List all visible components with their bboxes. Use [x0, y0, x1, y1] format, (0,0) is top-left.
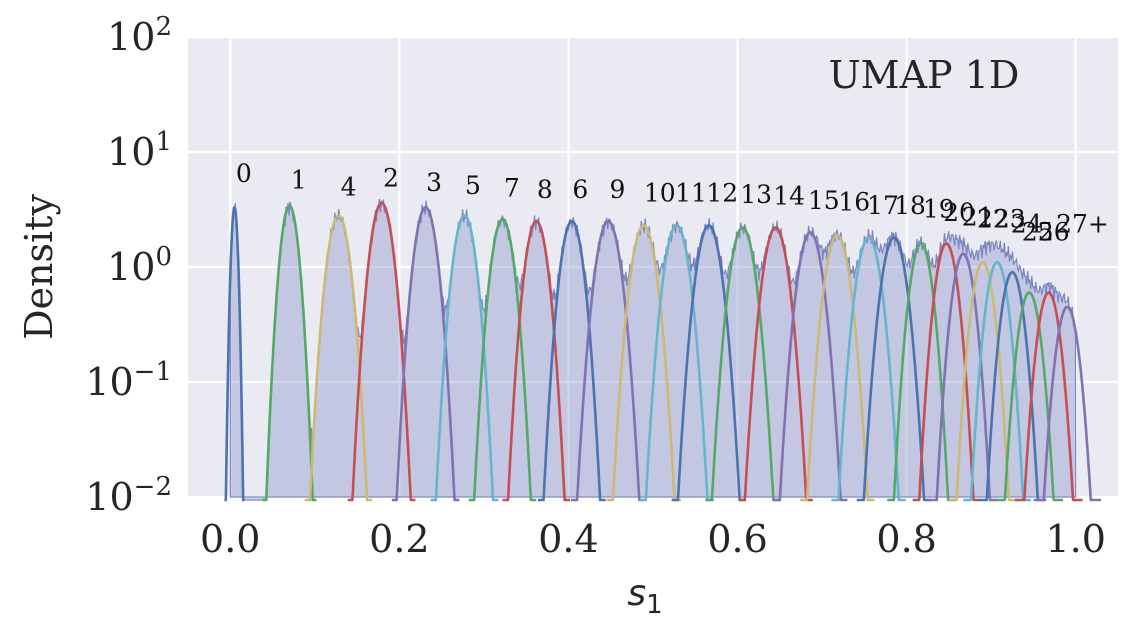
y-axis-label: Density — [17, 194, 61, 340]
peak-curve-19 — [887, 242, 955, 502]
peak-curve-16 — [800, 233, 875, 502]
density-curves — [224, 201, 1102, 502]
peak-curve-7 — [468, 218, 537, 502]
peak-label: 20 — [943, 198, 975, 227]
peak-label: 7 — [504, 174, 520, 203]
peak-labels: 0 1 4 2 3 5 7 8 6 9 10 11 12 13 14 15161718192021222324… — [236, 159, 1109, 247]
x-axis-label-main: s — [627, 573, 646, 614]
peak-curve-6 — [538, 219, 606, 502]
peak-label: 4 — [341, 172, 357, 201]
x-tick-label: 0.0 — [200, 517, 260, 561]
peak-label: 23 — [994, 205, 1026, 234]
peak-label: 27+ — [1056, 209, 1109, 238]
peak-curve-4 — [304, 214, 373, 502]
peak-curve-21 — [929, 252, 998, 502]
peak-curve-26 — [1014, 291, 1083, 502]
peak-curve-27plus — [1033, 305, 1102, 502]
y-tick-label: 10−2 — [85, 472, 172, 519]
peak-curve-10 — [606, 224, 681, 502]
peak-curve-13 — [705, 226, 780, 502]
peak-label: 6 — [572, 175, 588, 204]
peak-curve-15 — [773, 231, 848, 502]
y-tick-label: 10−1 — [85, 357, 172, 404]
peak-curve-5 — [430, 214, 499, 502]
peak-label: 21 — [962, 202, 994, 231]
peak-curve-9 — [571, 219, 646, 502]
peak-label: 2 — [383, 164, 399, 193]
peak-curve-24 — [978, 271, 1047, 502]
peak-label: 14 — [773, 181, 805, 210]
peak-label: 9 — [610, 175, 626, 204]
peak-label: 18 — [894, 191, 926, 220]
peak-label: 16 — [838, 187, 870, 216]
x-tick-label: 0.4 — [538, 517, 598, 561]
x-tick-label: 0.8 — [876, 517, 936, 561]
peak-curve-23 — [963, 260, 1031, 502]
x-axis-label-subscript: 1 — [646, 590, 663, 620]
peak-label: 24 — [1011, 209, 1043, 238]
x-tick-label: 1.0 — [1046, 517, 1106, 561]
peak-curve-8 — [502, 219, 571, 502]
peak-label: 15 — [808, 186, 840, 215]
peak-curve-17 — [831, 236, 906, 502]
peak-label: 26 — [1038, 217, 1070, 246]
peak-label: 8 — [537, 175, 553, 204]
peak-label: 3 — [426, 168, 442, 197]
peak-curve-0 — [224, 206, 245, 502]
peak-label: 19 — [923, 194, 955, 223]
x-tick-label: 0.6 — [707, 517, 767, 561]
peak-curve-25 — [995, 291, 1063, 502]
peak-label: 5 — [465, 171, 481, 200]
y-tick-label: 102 — [107, 12, 172, 59]
peak-label: 22 — [977, 205, 1009, 234]
chart-annotation: UMAP 1D — [829, 53, 1020, 97]
peak-curve-14 — [738, 226, 813, 502]
x-axis-label: s1 — [627, 573, 662, 620]
peak-curve-12 — [671, 224, 746, 502]
x-tick-label: 0.2 — [369, 517, 429, 561]
peak-curve-1 — [262, 204, 317, 502]
peak-curve-20 — [912, 242, 981, 502]
peak-label: 12 — [706, 179, 738, 208]
peak-curve-22 — [948, 260, 1017, 502]
peak-label: 17 — [867, 191, 899, 220]
peak-label: 10 — [644, 179, 676, 208]
peak-label: 13 — [740, 180, 772, 209]
x-tick-labels: 0.0 0.2 0.4 0.6 0.8 1.0 — [200, 517, 1106, 561]
y-tick-labels: 10−2 10−1 100 101 102 — [85, 12, 172, 519]
peak-label: 11 — [675, 179, 707, 208]
peak-label: 25 — [1022, 217, 1054, 246]
y-tick-label: 101 — [107, 127, 172, 174]
peak-label: 1 — [291, 166, 307, 195]
peak-curve-3 — [391, 206, 460, 502]
peak-curve-18 — [856, 236, 932, 502]
peak-label: 0 — [236, 159, 252, 188]
peak-curve-11 — [639, 224, 714, 502]
y-tick-label: 100 — [107, 242, 172, 289]
